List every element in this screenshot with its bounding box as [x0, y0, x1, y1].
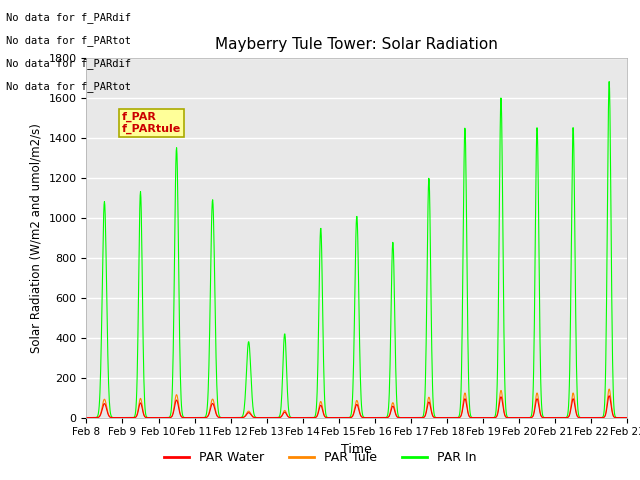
- X-axis label: Time: Time: [341, 443, 372, 456]
- Text: No data for f_PARtot: No data for f_PARtot: [6, 35, 131, 46]
- Text: No data for f_PARtot: No data for f_PARtot: [6, 81, 131, 92]
- Text: f_PAR
f_PARtule: f_PAR f_PARtule: [122, 112, 181, 134]
- Text: No data for f_PARdif: No data for f_PARdif: [6, 12, 131, 23]
- Legend: PAR Water, PAR Tule, PAR In: PAR Water, PAR Tule, PAR In: [159, 446, 481, 469]
- Title: Mayberry Tule Tower: Solar Radiation: Mayberry Tule Tower: Solar Radiation: [216, 37, 498, 52]
- Text: No data for f_PARdif: No data for f_PARdif: [6, 58, 131, 69]
- Y-axis label: Solar Radiation (W/m2 and umol/m2/s): Solar Radiation (W/m2 and umol/m2/s): [30, 123, 43, 352]
